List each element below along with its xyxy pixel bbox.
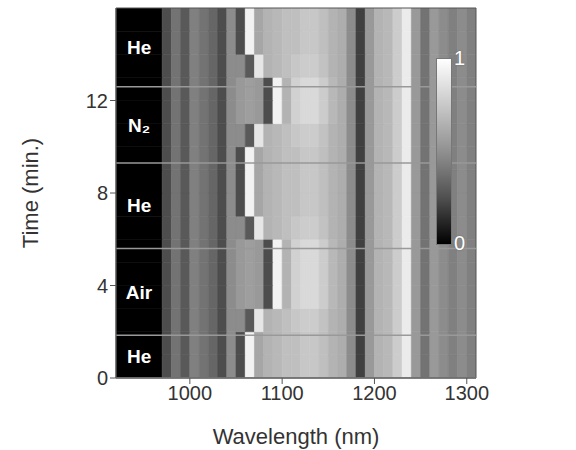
- svg-text:He: He: [127, 346, 151, 367]
- svg-text:12: 12: [86, 90, 108, 112]
- svg-text:He: He: [127, 37, 151, 58]
- svg-text:He: He: [127, 195, 151, 216]
- svg-text:0: 0: [97, 367, 108, 389]
- svg-text:1200: 1200: [352, 382, 397, 404]
- svg-text:4: 4: [97, 275, 108, 297]
- svg-text:1100: 1100: [261, 382, 304, 404]
- svg-text:Air: Air: [126, 282, 153, 303]
- svg-text:N₂: N₂: [128, 115, 150, 136]
- svg-text:8: 8: [97, 182, 108, 204]
- svg-text:Time (min.): Time (min.): [18, 138, 43, 248]
- html-text:0: 0: [454, 232, 466, 254]
- html-text:1: 1: [454, 47, 466, 69]
- svg-text:1000: 1000: [168, 382, 213, 404]
- svg-text:Wavelength (nm): Wavelength (nm): [213, 424, 380, 449]
- svg-text:1300: 1300: [445, 382, 490, 404]
